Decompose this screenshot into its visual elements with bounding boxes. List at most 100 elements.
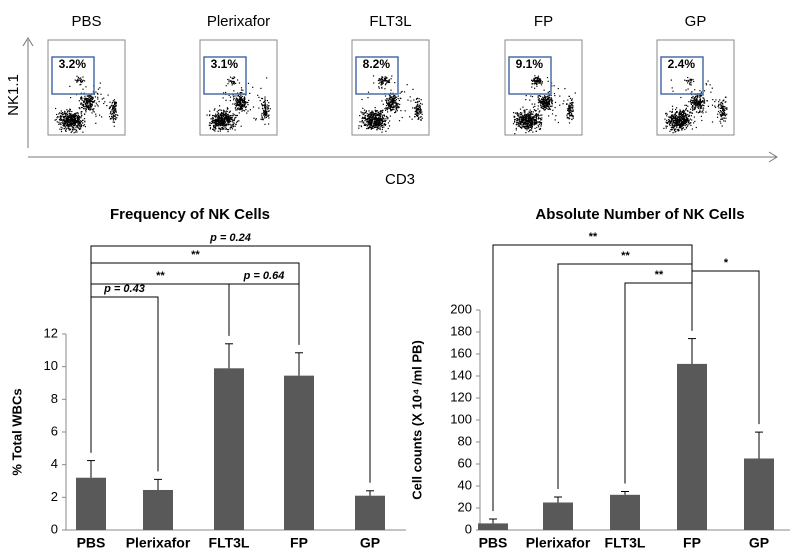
event-dot xyxy=(382,120,384,122)
y-tick-label: 10 xyxy=(44,358,58,373)
event-dot xyxy=(84,80,86,82)
event-dot xyxy=(694,108,696,110)
event-dot xyxy=(367,97,369,99)
event-dot xyxy=(374,126,376,128)
event-dot xyxy=(723,112,725,114)
event-dot xyxy=(217,130,219,132)
event-dot xyxy=(226,124,228,126)
event-dot xyxy=(537,118,539,120)
event-dot xyxy=(65,129,67,132)
event-dot xyxy=(59,115,62,117)
event-dot xyxy=(84,120,86,122)
event-dot xyxy=(535,79,537,81)
event-dot xyxy=(215,124,217,126)
event-dot xyxy=(384,120,386,122)
event-dot xyxy=(379,128,381,131)
event-dot xyxy=(541,119,543,121)
event-dot xyxy=(242,104,244,107)
event-dot xyxy=(548,105,550,107)
event-dot xyxy=(231,82,233,84)
event-dot xyxy=(240,94,242,96)
event-dot xyxy=(419,102,422,104)
event-dot xyxy=(381,82,383,84)
event-dot xyxy=(217,114,219,116)
event-dot xyxy=(112,110,114,112)
event-dot xyxy=(566,103,568,105)
event-dot xyxy=(568,112,570,114)
event-dot xyxy=(385,79,387,82)
event-dot xyxy=(544,103,546,105)
event-dot xyxy=(381,83,383,85)
event-dot xyxy=(220,109,222,111)
event-dot xyxy=(416,112,418,114)
event-dot xyxy=(81,104,83,106)
event-dot xyxy=(725,107,727,109)
event-dot xyxy=(253,117,255,119)
event-dot xyxy=(541,114,543,116)
event-dot xyxy=(412,107,414,109)
event-dot xyxy=(700,115,702,117)
event-dot xyxy=(568,110,570,112)
event-dot xyxy=(64,113,66,115)
event-dot xyxy=(391,109,393,111)
event-dot xyxy=(526,108,528,111)
event-dot xyxy=(220,117,222,119)
event-dot xyxy=(554,106,556,109)
event-dot xyxy=(673,119,675,121)
event-dot xyxy=(714,101,716,103)
event-dot xyxy=(69,110,71,112)
event-dot xyxy=(237,108,239,110)
event-dot xyxy=(208,115,211,117)
event-dot xyxy=(228,121,230,123)
event-dot xyxy=(673,114,675,116)
event-dot xyxy=(664,118,666,120)
event-dot xyxy=(683,117,685,120)
event-dot xyxy=(67,123,70,125)
event-dot xyxy=(692,106,694,108)
event-dot xyxy=(384,108,386,110)
event-dot xyxy=(382,79,384,81)
event-dot xyxy=(110,111,112,113)
event-dot xyxy=(547,98,550,100)
event-dot xyxy=(536,122,538,124)
event-dot xyxy=(99,87,101,89)
event-dot xyxy=(550,105,552,107)
event-dot xyxy=(529,129,531,131)
event-dot xyxy=(71,123,73,125)
event-dot xyxy=(694,95,697,98)
significance-label: p = 0.64 xyxy=(243,270,285,282)
event-dot xyxy=(546,102,548,104)
event-dot xyxy=(225,127,227,129)
event-dot xyxy=(532,111,534,113)
event-dot xyxy=(542,96,544,98)
event-dot xyxy=(360,111,362,113)
event-dot xyxy=(80,116,82,118)
event-dot xyxy=(679,118,682,120)
event-dot xyxy=(699,109,701,111)
event-dot xyxy=(381,78,383,80)
event-dot xyxy=(523,114,525,117)
event-dot xyxy=(219,109,221,111)
flow-y-label: NK1.1 xyxy=(5,74,22,116)
event-dot xyxy=(723,105,725,108)
event-dot xyxy=(77,78,79,80)
event-dot xyxy=(113,118,115,120)
event-dot xyxy=(249,109,251,111)
event-dot xyxy=(701,107,703,109)
bar xyxy=(677,363,707,530)
event-dot xyxy=(266,104,268,106)
event-dot xyxy=(672,121,674,123)
event-dot xyxy=(64,110,66,112)
event-dot xyxy=(538,117,540,119)
event-dot xyxy=(384,76,386,78)
event-dot xyxy=(545,96,547,99)
event-dot xyxy=(397,105,399,107)
event-dot xyxy=(418,98,420,100)
event-dot xyxy=(684,120,686,122)
event-dot xyxy=(535,114,537,116)
event-dot xyxy=(238,101,240,103)
event-dot xyxy=(520,121,522,123)
event-dot xyxy=(62,119,64,121)
event-dot xyxy=(553,93,556,95)
event-dot xyxy=(65,130,67,132)
